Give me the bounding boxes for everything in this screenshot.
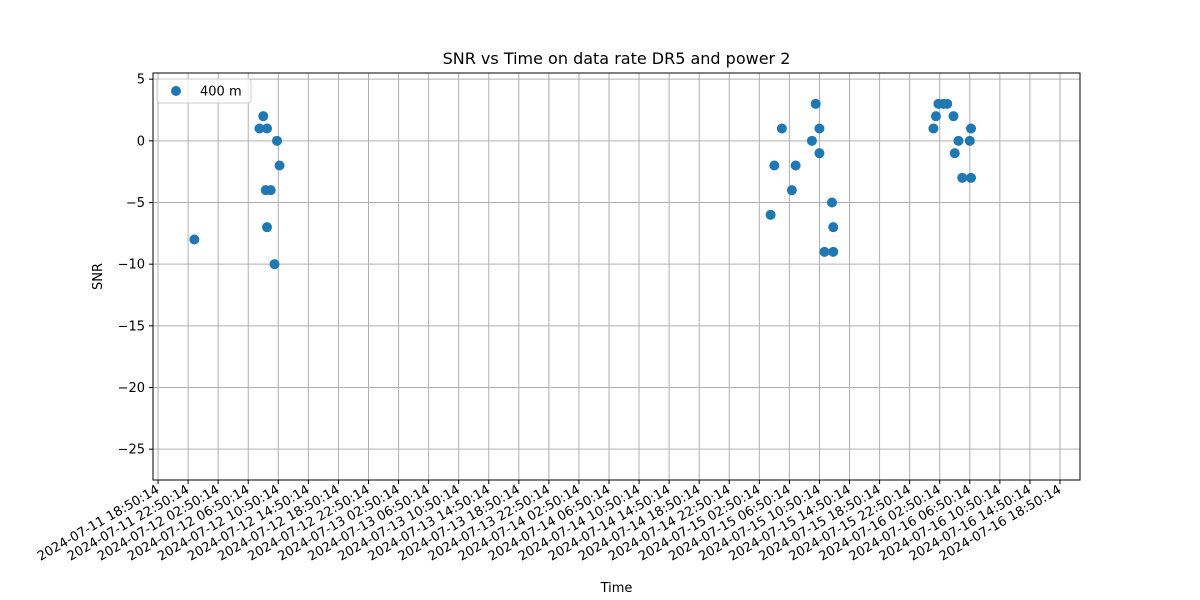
data-point — [930, 111, 941, 122]
y-tick-label: −20 — [118, 381, 145, 396]
data-point — [254, 123, 265, 134]
legend-marker — [171, 86, 181, 96]
data-point — [806, 135, 817, 146]
y-tick-label: −15 — [118, 319, 145, 334]
data-point — [942, 98, 953, 109]
plot-frame — [152, 72, 1081, 481]
data-point — [826, 197, 837, 208]
data-point — [957, 172, 968, 183]
data-point — [769, 160, 780, 171]
data-point — [786, 185, 797, 196]
data-point — [258, 111, 269, 122]
data-point — [828, 246, 839, 257]
y-tick-label: −5 — [126, 196, 145, 211]
chart-title: SNR vs Time on data rate DR5 and power 2 — [443, 49, 791, 68]
data-point — [261, 222, 272, 233]
data-points — [189, 98, 977, 270]
legend: 400 m — [156, 78, 252, 104]
data-point — [953, 135, 964, 146]
y-tick-label: 0 — [137, 134, 145, 149]
x-axis-label: Time — [600, 581, 633, 596]
data-point — [790, 160, 801, 171]
data-point — [261, 123, 272, 134]
y-tick-label: 5 — [137, 73, 145, 88]
data-point — [928, 123, 939, 134]
data-point — [765, 209, 776, 220]
data-point — [828, 222, 839, 233]
y-tick-label: −10 — [118, 258, 145, 273]
data-point — [265, 185, 276, 196]
data-point — [949, 148, 960, 159]
data-point — [269, 259, 280, 270]
data-point — [966, 123, 977, 134]
data-point — [274, 160, 285, 171]
y-axis-label: SNR — [91, 263, 106, 290]
data-point — [776, 123, 787, 134]
data-point — [948, 111, 959, 122]
data-point — [810, 98, 821, 109]
data-point — [814, 148, 825, 159]
y-axis-ticks: 5 0 −5 −10 −15 −20 −25 — [118, 73, 153, 458]
data-point — [819, 246, 830, 257]
data-point — [272, 135, 283, 146]
legend-label: 400 m — [200, 85, 242, 100]
data-point — [814, 123, 825, 134]
data-point — [189, 234, 200, 245]
grid — [153, 73, 1080, 480]
y-tick-label: −25 — [118, 443, 145, 458]
data-point — [964, 135, 975, 146]
data-point — [966, 172, 977, 183]
legend-box — [156, 78, 252, 104]
